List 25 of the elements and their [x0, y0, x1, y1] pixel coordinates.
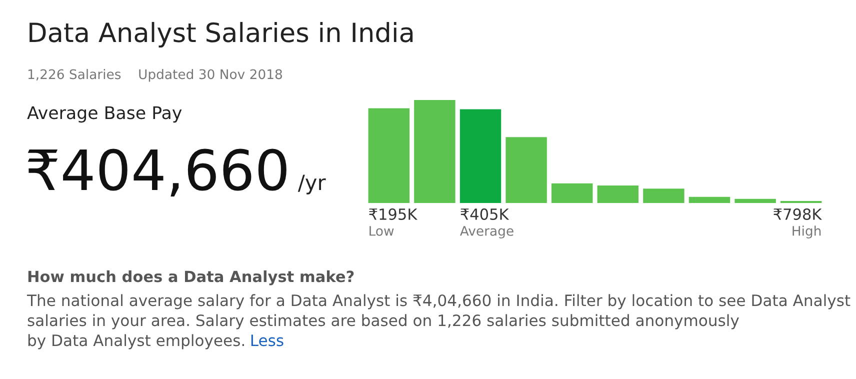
x-tick-label: ₹798K	[774, 208, 822, 220]
text: 1,226 Salaries Updated 30 Nov 2018	[28, 68, 282, 82]
bar	[643, 188, 684, 203]
text: High	[792, 226, 821, 238]
text: by Data Analyst employees.	[28, 334, 244, 350]
x-tick-label: ₹405K	[460, 208, 510, 220]
bar	[368, 108, 410, 203]
text: The national average salary for a Data Analyst is ₹4,04,660 in India. Filter by location to see Data Analyst	[26, 294, 850, 310]
x-tick-label: ₹195K	[369, 208, 418, 220]
chart-title: Data Analyst Salaries in India	[30, 22, 413, 48]
text: How much does a Data Analyst make?	[28, 270, 354, 286]
text: ₹404,660	[28, 148, 286, 196]
bar	[597, 185, 639, 203]
text: Average	[460, 226, 514, 238]
bar	[551, 183, 593, 203]
text: Less	[251, 334, 284, 346]
bar	[506, 137, 547, 203]
bar	[414, 100, 456, 203]
text: Average Base Pay	[27, 106, 182, 123]
bar	[688, 196, 730, 203]
bar	[734, 198, 776, 203]
text: Low	[370, 226, 394, 236]
bar	[460, 109, 502, 203]
text: salaries in your area. Salary estimates are based on 1,226 salaries submitted anonymously	[28, 314, 739, 330]
text: /yr	[298, 174, 326, 194]
